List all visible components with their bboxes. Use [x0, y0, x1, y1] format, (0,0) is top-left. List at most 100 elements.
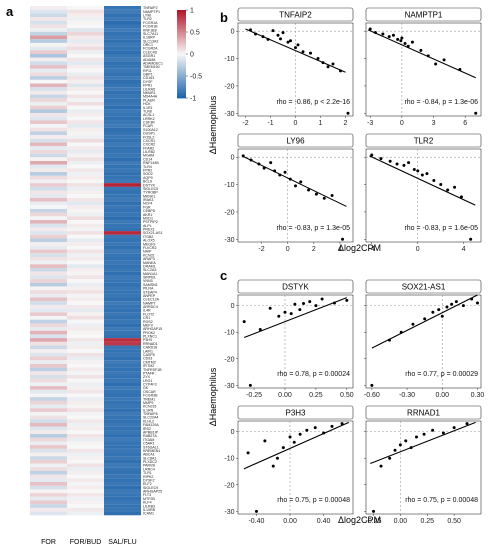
correlation-stat: rho = 0.75, p = 0.00048 — [405, 497, 478, 504]
heatmap-cell — [67, 194, 104, 198]
facet-title: DSTYK — [282, 283, 309, 292]
heatmap-cell — [67, 216, 104, 221]
data-point — [313, 426, 317, 430]
heatmap-gene-label: LILRB3 — [143, 504, 155, 508]
data-point — [289, 312, 293, 316]
legend-color-step — [177, 25, 186, 28]
heatmap-cell — [104, 135, 141, 139]
data-point — [286, 40, 290, 44]
heatmap-cell — [30, 109, 67, 114]
data-point — [322, 431, 326, 435]
heatmap-cell — [67, 53, 104, 58]
legend-color-step — [177, 14, 186, 17]
data-point — [321, 61, 325, 65]
data-point — [416, 169, 420, 173]
plot-frame — [365, 22, 482, 117]
data-point — [293, 302, 297, 306]
correlation-stat: rho = -0.86, p < 2.2e-16 — [276, 99, 350, 106]
heatmap-cell — [30, 393, 67, 398]
heatmap-cell — [30, 39, 67, 43]
regression-line — [367, 29, 476, 79]
heatmap-gene-label: IFITM2 — [143, 364, 154, 368]
heatmap-cell — [104, 35, 141, 40]
legend-tick-label: 0 — [190, 52, 194, 59]
heatmap-cell — [67, 223, 104, 228]
data-point — [391, 33, 395, 37]
data-point — [283, 170, 287, 174]
y-tick-label: -20 — [224, 83, 234, 90]
data-point — [278, 173, 282, 177]
y-tick-label: -20 — [224, 482, 234, 489]
heatmap-cell — [104, 293, 141, 298]
heatmap-cell — [30, 334, 67, 339]
heatmap-cell — [104, 20, 141, 25]
heatmap-cell — [30, 260, 67, 265]
heatmap-cell — [30, 404, 67, 409]
heatmap-cell — [104, 57, 141, 62]
heatmap-cell — [67, 297, 104, 302]
legend-color-step — [177, 27, 186, 31]
heatmap-cell — [30, 79, 67, 84]
heatmap-cell — [104, 175, 141, 180]
data-point — [399, 39, 403, 43]
heatmap-cell — [67, 61, 104, 66]
data-point — [246, 451, 250, 455]
heatmap-gene-label: LY96 — [143, 14, 151, 18]
heatmap-cell — [67, 504, 104, 508]
x-tick-label: 0.40 — [317, 518, 331, 525]
heatmap-gene-label: SOD2 — [143, 172, 153, 176]
heatmap-cell — [67, 275, 104, 280]
heatmap-gene-label: PTAFR — [143, 371, 155, 375]
data-point — [396, 37, 400, 41]
heatmap-cell — [67, 293, 104, 298]
heatmap-gene-label: CASP5 — [143, 353, 155, 357]
legend-color-step — [177, 38, 186, 42]
heatmap-cell — [104, 352, 141, 357]
heatmap-cell — [67, 467, 104, 472]
heatmap-cell — [67, 474, 104, 479]
data-point — [425, 172, 429, 176]
heatmap-cell — [67, 164, 104, 169]
data-point — [388, 456, 392, 460]
facet-title: NAMPTP1 — [405, 11, 443, 20]
heatmap-cell — [30, 323, 67, 328]
heatmap-cell — [104, 430, 141, 435]
heatmap-column-label: FOR — [41, 539, 56, 546]
data-point — [442, 58, 446, 62]
heatmap-cell — [67, 408, 104, 412]
heatmap-gene-label: CSF3R — [143, 121, 155, 125]
heatmap-cell — [104, 411, 141, 416]
heatmap-cell — [30, 301, 67, 305]
heatmap-cell — [67, 271, 104, 276]
heatmap-cell — [30, 194, 67, 198]
heatmap-gene-label: KNF1B8 — [143, 28, 157, 32]
heatmap-cell — [30, 216, 67, 221]
data-point — [406, 44, 410, 48]
data-point — [326, 65, 330, 69]
x-tick-label: -2 — [242, 120, 248, 127]
data-point — [268, 306, 272, 310]
data-point — [453, 185, 457, 189]
heatmap-gene-label: ARHGAP25 — [143, 490, 162, 494]
heatmap-gene-label: PLAUR — [143, 98, 155, 102]
data-point — [242, 320, 246, 324]
y-tick-label: 0 — [231, 29, 235, 36]
heatmap-cell — [30, 352, 67, 357]
heatmap-cell — [104, 231, 141, 235]
heatmap-gene-label: TLR8 — [143, 109, 152, 113]
y-tick-label: -30 — [224, 509, 234, 516]
heatmap-cell — [104, 205, 141, 210]
heatmap-gene-label: ARRDC4 — [143, 305, 158, 309]
data-point — [423, 317, 427, 321]
heatmap-gene-label: ASGR1 — [143, 54, 155, 58]
heatmap-cell — [104, 9, 141, 14]
legend-color-step — [177, 12, 186, 15]
heatmap-cell — [104, 327, 141, 331]
heatmap-cell — [104, 290, 141, 294]
heatmap-cell — [30, 430, 67, 435]
heatmap-cell — [104, 153, 141, 158]
heatmap-gene-label: OSCAR — [143, 390, 156, 394]
x-tick-label: 0.00 — [435, 392, 449, 399]
legend-color-step — [177, 21, 186, 24]
heatmap-gene-label: PILRA — [143, 287, 154, 291]
